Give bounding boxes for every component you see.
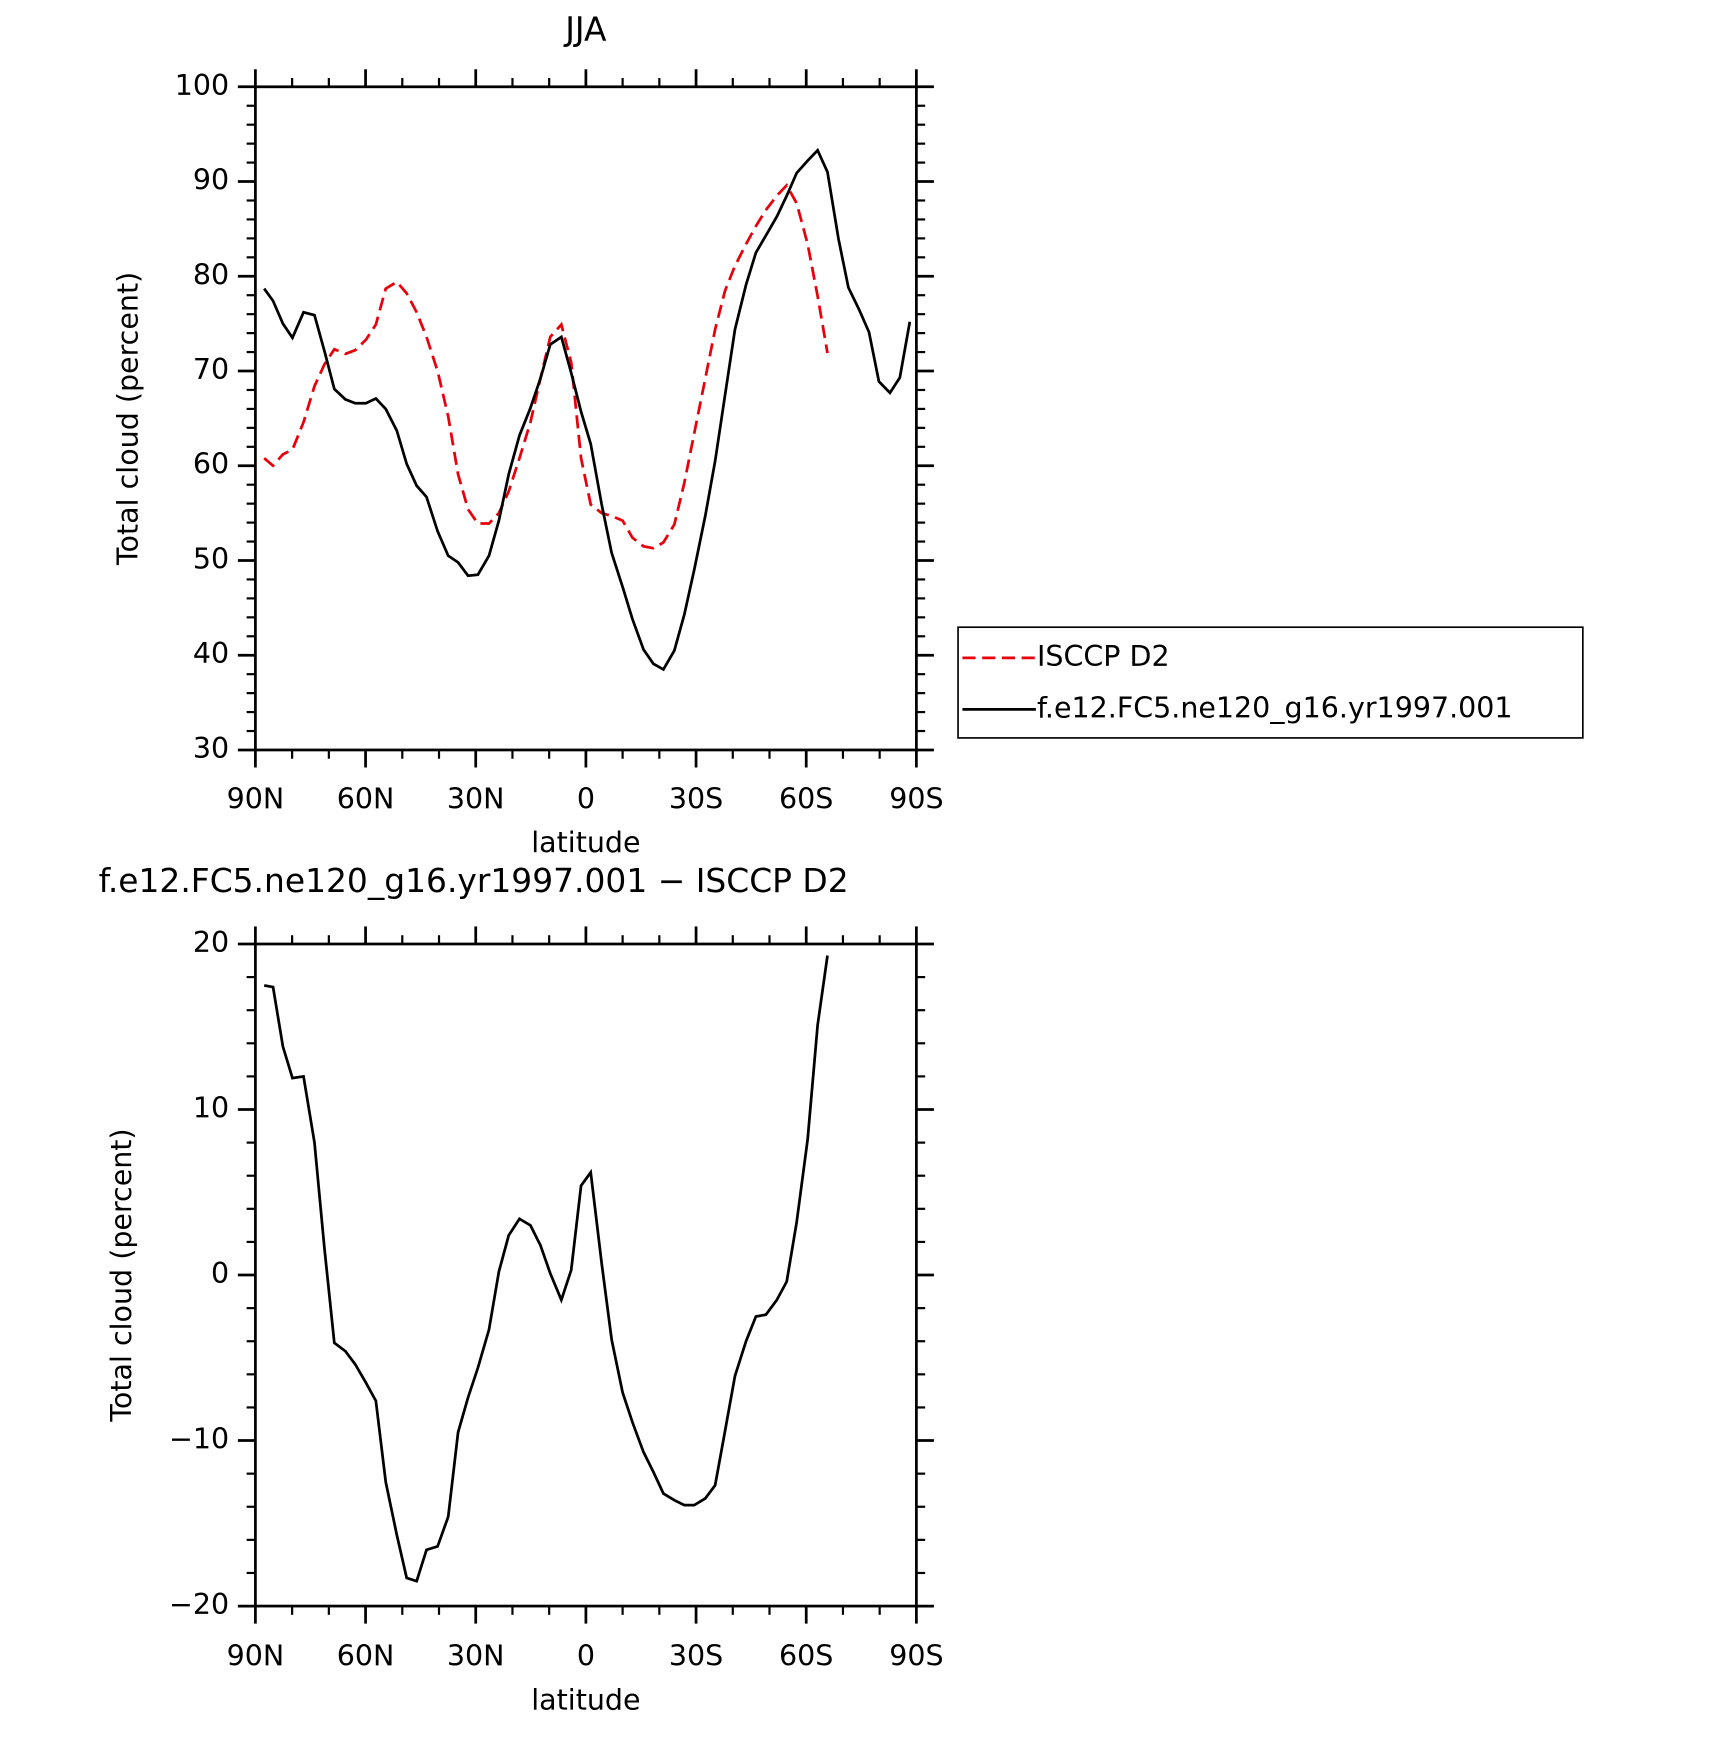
chart-title: f.e12.FC5.ne120_g16.yr1997.001 − ISCCP D…	[99, 861, 849, 900]
x-tick-label: 60S	[779, 1640, 833, 1673]
x-tick-label: 30S	[669, 782, 723, 815]
x-tick-label: 90S	[889, 1640, 943, 1673]
data-line	[263, 183, 829, 550]
y-tick-label: 60	[193, 448, 229, 481]
y-tick-label: 80	[193, 258, 229, 291]
y-tick-label: 90	[193, 164, 229, 197]
x-tick-label: 0	[577, 782, 595, 815]
x-tick-label: 30N	[447, 1640, 505, 1673]
y-tick-label: 0	[211, 1257, 229, 1290]
legend-label: f.e12.FC5.ne120_g16.yr1997.001	[1037, 691, 1513, 724]
x-axis-label: latitude	[531, 1683, 640, 1716]
y-axis-label: Total cloud (percent)	[111, 272, 144, 566]
x-axis-label: latitude	[531, 826, 640, 859]
x-tick-label: 90N	[227, 1640, 285, 1673]
x-tick-label: 60S	[779, 782, 833, 815]
y-tick-label: 50	[193, 542, 229, 575]
y-tick-label: 10	[193, 1092, 229, 1125]
x-tick-label: 60N	[337, 782, 395, 815]
plot-frame	[254, 85, 918, 752]
data-line	[263, 955, 829, 1583]
x-tick-label: 0	[577, 1640, 595, 1673]
legend-box	[957, 626, 1584, 739]
x-tick-label: 90S	[889, 782, 943, 815]
y-tick-label: −20	[169, 1588, 229, 1621]
y-axis-label: Total cloud (percent)	[105, 1128, 138, 1422]
y-tick-label: −10	[169, 1423, 229, 1456]
chart-title: JJA	[563, 9, 607, 48]
y-tick-label: 30	[193, 732, 229, 765]
y-tick-label: 70	[193, 353, 229, 386]
y-tick-label: 20	[193, 926, 229, 959]
data-line	[263, 147, 912, 672]
x-tick-label: 30N	[447, 782, 505, 815]
x-tick-label: 30S	[669, 1640, 723, 1673]
legend-label: ISCCP D2	[1037, 640, 1170, 673]
y-tick-label: 40	[193, 637, 229, 670]
x-tick-label: 60N	[337, 1640, 395, 1673]
y-tick-label: 100	[175, 69, 229, 102]
x-tick-label: 90N	[227, 782, 285, 815]
